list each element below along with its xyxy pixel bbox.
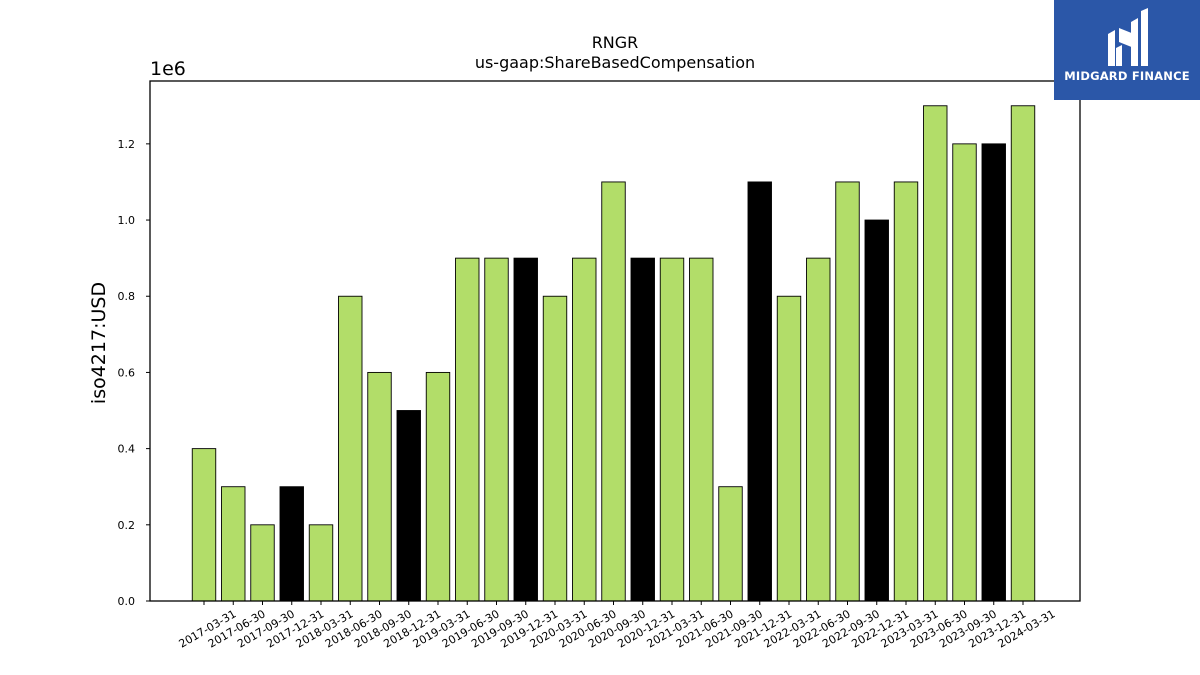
- chart-title: RNGR: [592, 33, 639, 52]
- y-tick-label: 0.0: [118, 595, 136, 608]
- bar-2023-12-31: [981, 143, 1006, 602]
- bar-2021-06-30: [689, 257, 714, 602]
- bar-2017-03-31: [191, 448, 217, 602]
- bar-2021-09-30: [718, 486, 743, 602]
- bar-2022-12-31: [864, 219, 889, 602]
- brand-logo: MIDGARD FINANCE: [1054, 0, 1200, 100]
- brand-name: MIDGARD FINANCE: [1064, 69, 1190, 83]
- y-tick-label: 1.0: [118, 214, 136, 227]
- bar-2023-06-30: [923, 105, 948, 602]
- y-tick-label: 0.6: [118, 366, 136, 379]
- bar-2020-12-31: [630, 257, 655, 602]
- y-tick-label: 1.2: [118, 138, 136, 151]
- bar-2018-09-30: [367, 371, 392, 602]
- bar-2022-09-30: [835, 181, 860, 602]
- bars-group: [191, 105, 1036, 602]
- bar-2018-06-30: [338, 295, 363, 602]
- chart-subtitle: us-gaap:ShareBasedCompensation: [475, 53, 755, 72]
- bar-2019-03-31: [425, 371, 451, 602]
- bar-2018-03-31: [308, 524, 334, 602]
- bar-2022-03-31: [776, 295, 802, 602]
- bar-2021-03-31: [659, 257, 685, 602]
- midgard-logo-icon: [1108, 8, 1148, 66]
- y-tick-label: 0.4: [118, 443, 136, 456]
- bar-2019-12-31: [513, 257, 538, 602]
- bar-2023-03-31: [893, 181, 919, 602]
- bar-2019-06-30: [455, 257, 480, 602]
- bar-2020-09-30: [601, 181, 626, 602]
- bar-2021-12-31: [747, 181, 772, 602]
- x-ticks-group: 2017-03-312017-06-302017-09-302017-12-31…: [177, 601, 1058, 651]
- y-scale-label: 1e6: [150, 58, 186, 80]
- bar-2017-06-30: [221, 486, 246, 602]
- bar-2017-09-30: [250, 524, 275, 602]
- bar-2017-12-31: [279, 486, 304, 602]
- bar-2023-09-30: [952, 143, 977, 602]
- y-tick-label: 0.2: [118, 519, 136, 532]
- y-tick-label: 0.8: [118, 290, 136, 303]
- y-axis-label: iso4217:USD: [88, 282, 110, 404]
- y-ticks-group: 0.0 0.2 0.4 0.6 0.8 1.0 1.2: [118, 138, 150, 608]
- bar-2020-06-30: [572, 257, 597, 602]
- plot-frame: [149, 80, 1081, 602]
- bar-2018-12-31: [396, 410, 421, 602]
- bar-2020-03-31: [542, 295, 568, 602]
- bar-2022-06-30: [806, 257, 831, 602]
- bar-2019-09-30: [484, 257, 509, 602]
- bar-2024-03-31: [1010, 105, 1036, 602]
